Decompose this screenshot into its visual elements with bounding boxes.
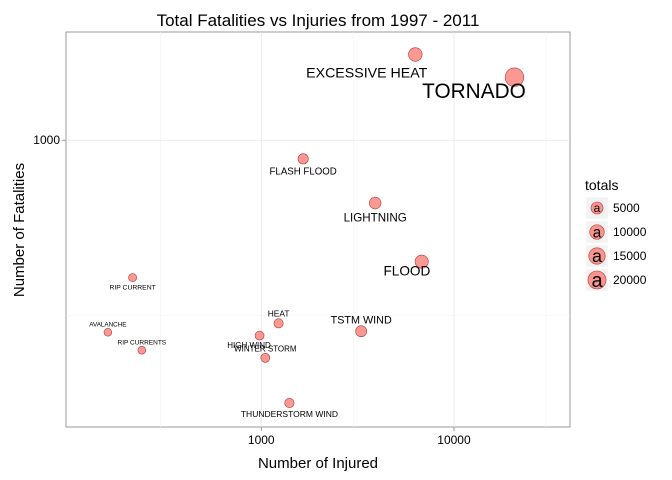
point-heat [273, 318, 284, 329]
y-tick-label: 1000 [33, 133, 60, 147]
legend-glyph: a [593, 224, 602, 241]
point-avalanche [103, 328, 113, 337]
point-rip-currents [137, 345, 147, 355]
x-axis-title: Number of Injured [258, 455, 378, 472]
label-avalanche: AVALANCHE [89, 321, 126, 328]
point-flood [414, 254, 429, 269]
point-tstm-wind [355, 325, 368, 338]
x-tick-label: 10000 [437, 433, 471, 447]
legend-glyph: a [594, 201, 601, 215]
x-axis: 1000 10000 [248, 427, 471, 447]
legend-title: totals [585, 177, 618, 193]
legend-label-20000: 20000 [613, 273, 647, 287]
legend-glyph: a [591, 270, 603, 292]
point-rip-current [128, 273, 137, 282]
legend-label-15000: 15000 [613, 249, 647, 263]
point-lightning [369, 196, 382, 210]
label-lightning: LIGHTNING [344, 212, 407, 225]
legend-label-10000: 10000 [613, 225, 647, 239]
legend-label-5000: 5000 [613, 201, 640, 215]
legend-point-5000 [590, 201, 604, 215]
point-tornado [504, 67, 525, 87]
data-points [103, 47, 525, 409]
point-thunderstorm-wind [284, 398, 295, 409]
x-tick-label: 1000 [248, 433, 275, 447]
legend-point-15000 [588, 247, 606, 265]
label-tornado: TORNADO [422, 80, 526, 103]
legend: totals a 5000 a 10000 a 15000 a 20000 [585, 177, 647, 292]
point-excessive-heat [408, 47, 423, 62]
label-rip-current: RIP CURRENT [109, 284, 155, 291]
label-rip-currents: RIP CURRENTS [118, 339, 167, 346]
legend-glyph: a [592, 246, 602, 266]
y-axis-title: Number of Fatalities [11, 163, 28, 297]
y-axis: 1000 [33, 133, 66, 147]
legend-point-10000 [589, 224, 605, 240]
point-winter-storm [260, 352, 271, 363]
point-high-wind [254, 330, 265, 341]
legend-point-20000 [587, 270, 607, 290]
label-heat: HEAT [268, 309, 290, 319]
grid-lines [66, 32, 570, 427]
label-excessive-heat: EXCESSIVE HEAT [306, 65, 427, 81]
label-tstm-wind: TSTM WIND [331, 315, 392, 327]
label-flash-flood: FLASH FLOOD [270, 167, 337, 178]
point-flash-flood [297, 153, 309, 165]
label-high-wind: HIGH WIND [227, 341, 271, 350]
label-thunderstorm-wind: THUNDERSTORM WIND [241, 409, 338, 419]
label-flood: FLOOD [383, 264, 430, 279]
plot-panel [65, 31, 571, 428]
chart-title: Total Fatalities vs Injuries from 1997 -… [157, 11, 480, 30]
label-winter-storm: WINTER STORM [234, 344, 297, 353]
